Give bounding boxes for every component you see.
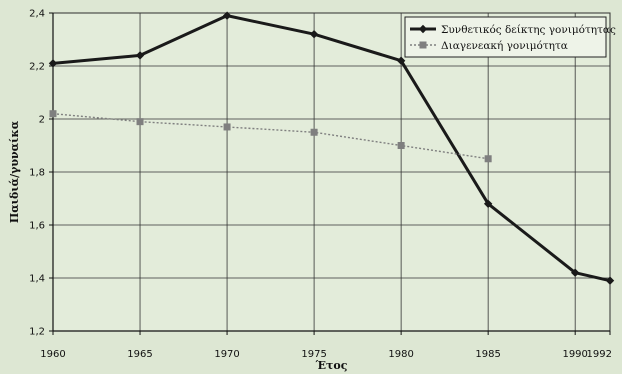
series-line — [52, 113, 489, 160]
data-point — [570, 268, 580, 277]
y-tick-label: 2 — [39, 115, 45, 126]
legend-item: Διαγενεακή γονιμότητα — [410, 39, 568, 52]
y-axis-title: Παιδιά/γυναίκα — [8, 120, 21, 223]
legend-label: Συνθετικός δείκτης γονιμότητας — [441, 23, 616, 36]
data-point — [222, 11, 232, 20]
x-tick-label: 1970 — [214, 349, 239, 360]
data-point — [484, 155, 492, 163]
series-cohort-fertility — [49, 110, 492, 163]
data-point — [223, 123, 231, 131]
x-tick-label: 1980 — [388, 349, 413, 360]
tick-labels: 1,2 1,4 1,6 1,8 2 2,2 2,4 1960 1965 1970 1975 1980 1… — [29, 9, 612, 361]
data-point — [310, 128, 318, 136]
legend-box — [404, 16, 607, 58]
data-point — [136, 118, 144, 126]
data-point — [419, 41, 427, 49]
y-tick-label: 1,6 — [29, 221, 45, 232]
data-point — [605, 276, 615, 285]
y-tick-label: 2,4 — [29, 9, 45, 20]
y-tick-label: 2,2 — [29, 62, 45, 73]
series-total-fertility — [48, 11, 615, 285]
legend-label: Διαγενεακή γονιμότητα — [441, 39, 568, 52]
x-tick-label: 1965 — [127, 349, 152, 360]
data-point — [483, 199, 493, 209]
data-point — [48, 59, 58, 68]
y-tick-label: 1,2 — [29, 327, 45, 338]
data-point — [309, 29, 319, 39]
x-tick-label: 1992 — [587, 349, 612, 360]
data-point — [397, 142, 405, 149]
data-point — [418, 24, 428, 34]
x-axis-title: Έτος — [315, 359, 348, 372]
x-tick-label: 1990 — [562, 349, 587, 360]
data-point — [135, 51, 145, 60]
y-tick-label: 1,8 — [29, 168, 45, 179]
series-line — [52, 14, 611, 283]
data-point — [396, 56, 406, 65]
data-series — [48, 11, 615, 285]
legend-item: Συνθετικός δείκτης γονιμότητας — [410, 23, 616, 36]
x-tick-label: 1960 — [40, 349, 65, 360]
data-point — [49, 110, 57, 118]
x-tick-label: 1975 — [301, 349, 326, 360]
y-tick-label: 1,4 — [29, 274, 45, 285]
x-tick-label: 1985 — [475, 349, 500, 360]
legend: Συνθετικός δείκτης γονιμότητας Διαγενεακή… — [404, 16, 616, 58]
